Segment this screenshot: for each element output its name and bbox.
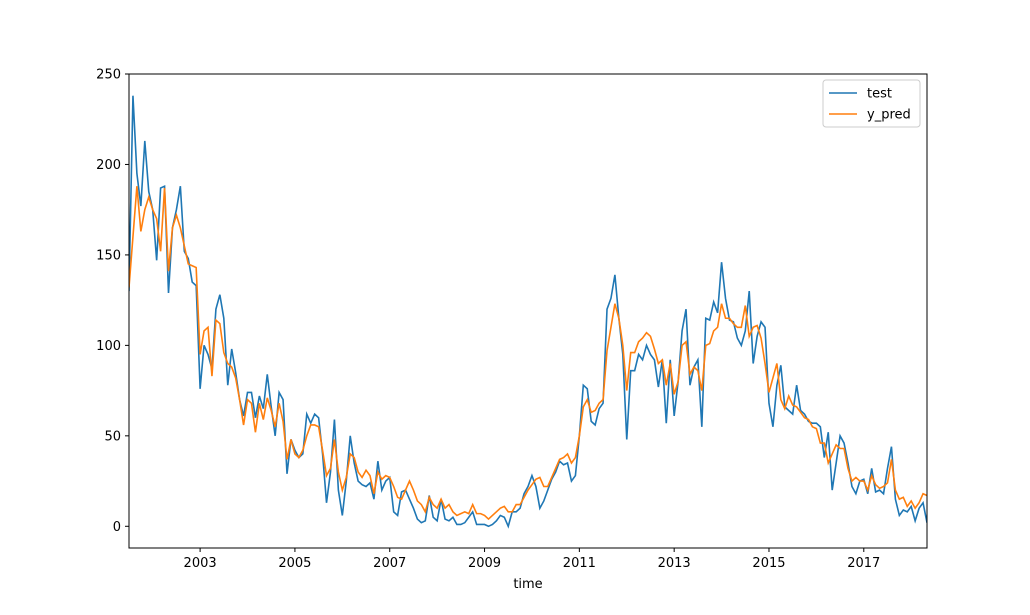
y-tick-label: 150 bbox=[96, 248, 121, 263]
x-tick-label: 2011 bbox=[563, 556, 596, 571]
x-axis-label: time bbox=[513, 577, 542, 592]
y-tick-label: 250 bbox=[96, 68, 121, 83]
x-tick-label: 2007 bbox=[373, 556, 406, 571]
y-tick-label: 200 bbox=[96, 158, 121, 173]
y-tick-label: 0 bbox=[113, 520, 121, 535]
x-tick-label: 2005 bbox=[278, 556, 311, 571]
legend-box bbox=[822, 79, 921, 128]
series-line bbox=[129, 186, 927, 521]
y-tick-label: 50 bbox=[104, 429, 121, 444]
x-tick-label: 2015 bbox=[752, 556, 785, 571]
legend-label: test bbox=[867, 87, 892, 102]
plot-frame bbox=[128, 73, 928, 549]
series-line bbox=[129, 95, 927, 529]
x-tick-label: 2009 bbox=[468, 556, 501, 571]
x-tick-label: 2013 bbox=[658, 556, 691, 571]
x-tick-label: 2003 bbox=[184, 556, 217, 571]
legend-label: y_pred bbox=[867, 108, 911, 123]
x-tick-label: 2017 bbox=[847, 556, 880, 571]
y-tick-label: 100 bbox=[96, 339, 121, 354]
